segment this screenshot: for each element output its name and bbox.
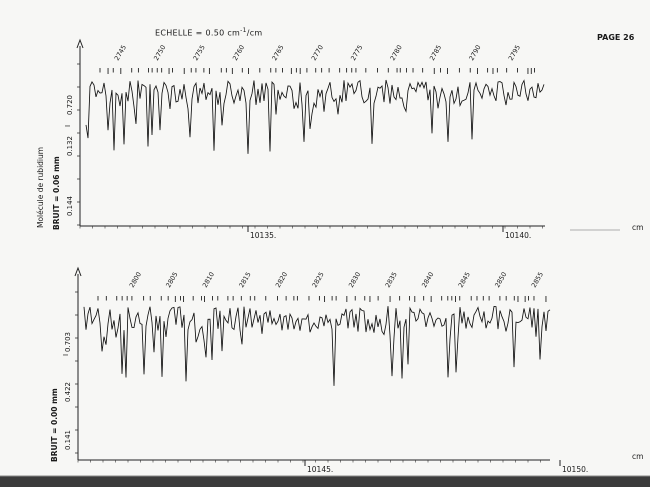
line-marker-label: 2745 xyxy=(113,44,128,62)
x-tick-label: 10150. xyxy=(562,465,588,474)
line-marker-label: 2790 xyxy=(467,44,482,62)
x-unit-label: cm xyxy=(632,452,643,461)
line-marker-label: 2835 xyxy=(384,271,399,289)
line-marker-label: 2750 xyxy=(152,44,167,62)
line-marker-label: 2780 xyxy=(389,44,404,62)
y-tick-label: 0.132 xyxy=(66,136,74,156)
line-marker-label: 2785 xyxy=(428,44,443,62)
y-tick-label: 0.422 xyxy=(64,382,72,402)
line-marker-label: 2830 xyxy=(347,271,362,289)
intensity-marker: I xyxy=(64,125,72,127)
scale-exponent: -1 xyxy=(240,27,247,34)
line-marker-label: 2775 xyxy=(349,44,364,62)
y-tick-label: 0.141 xyxy=(64,430,72,450)
scale-label-text: ECHELLE = 0.50 cm xyxy=(155,28,241,38)
line-marker-label: 2840 xyxy=(420,271,435,289)
line-marker-label: 2825 xyxy=(311,271,326,289)
scale-unit: /cm xyxy=(246,28,263,38)
line-marker-label: 2810 xyxy=(201,271,216,289)
line-marker-label: 2755 xyxy=(192,44,207,62)
x-tick-label: 10145. xyxy=(307,465,333,474)
y-axis-arrow xyxy=(74,266,82,277)
line-marker-label: 2850 xyxy=(493,271,508,289)
scale-label: ECHELLE = 0.50 cm-1/cm xyxy=(155,27,263,38)
y-axis-arrow xyxy=(76,38,84,49)
spectrum-trace xyxy=(83,306,551,386)
intensity-marker: I xyxy=(62,354,70,356)
line-marker-label: 2765 xyxy=(270,44,285,62)
x-tick-label: 10140. xyxy=(505,231,531,240)
line-marker-label: 2770 xyxy=(310,44,325,62)
y-tick-label: 0.720 xyxy=(66,95,74,115)
line-marker-label: 2815 xyxy=(237,271,252,289)
line-marker-label: 2805 xyxy=(164,271,179,289)
x-tick-label: 10135. xyxy=(250,231,276,240)
y-tick-label: 0.144 xyxy=(66,195,74,216)
y-tick-label: 0.703 xyxy=(64,332,72,352)
page-number: PAGE 26 xyxy=(597,33,635,42)
line-marker-label: 2795 xyxy=(507,44,522,62)
line-marker-label: 2800 xyxy=(128,271,143,289)
spectrum-trace xyxy=(85,79,545,154)
line-marker-label: 2820 xyxy=(274,271,289,289)
line-marker-label: 2845 xyxy=(457,271,472,289)
line-marker-label: 2855 xyxy=(530,271,545,289)
line-marker-label: 2760 xyxy=(231,44,246,62)
x-unit-label: cm xyxy=(632,223,643,232)
